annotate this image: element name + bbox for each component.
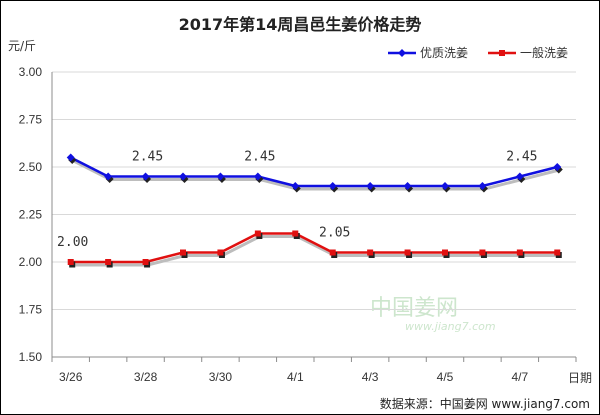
data-point xyxy=(253,172,262,181)
x-tick-label: 4/1 xyxy=(287,370,304,384)
x-tick-label: 3/30 xyxy=(209,370,233,384)
data-label: 2.45 xyxy=(244,150,275,165)
y-tick-label: 2.75 xyxy=(19,113,43,127)
chart-title: 2017年第14周昌邑生姜价格走势 xyxy=(179,15,422,34)
x-axis-label: 日期 xyxy=(568,371,592,385)
data-point xyxy=(366,182,375,190)
watermark-text: 中国姜网 xyxy=(370,296,458,321)
x-tick-label: 3/28 xyxy=(134,370,158,384)
data-point xyxy=(516,249,523,256)
data-label: 2.00 xyxy=(57,235,88,250)
data-point xyxy=(515,172,524,181)
grid-lines xyxy=(52,71,576,358)
series-line xyxy=(70,232,558,264)
y-tick-label: 2.00 xyxy=(19,255,43,269)
x-tick-label: 4/7 xyxy=(512,370,529,384)
x-tick-label: 4/5 xyxy=(437,370,454,384)
data-point xyxy=(479,249,486,256)
axes xyxy=(51,72,577,362)
data-point xyxy=(404,249,411,256)
legend: 优质洗姜 一般洗姜 xyxy=(388,45,568,60)
data-point xyxy=(442,249,448,256)
legend-marker xyxy=(499,50,505,56)
watermark: 中国姜网 www.jiang7.com xyxy=(370,296,496,333)
legend-label: 一般洗姜 xyxy=(520,45,568,60)
y-axis-unit: 元/斤 xyxy=(8,39,36,53)
y-tick-label: 2.50 xyxy=(19,160,43,174)
x-tick-labels: 3/26 3/28 3/30 4/1 4/3 4/5 4/7 xyxy=(59,370,528,384)
x-tick-label: 3/26 xyxy=(59,370,83,384)
data-point xyxy=(141,172,150,181)
data-point xyxy=(291,182,300,190)
series-line-shadow xyxy=(72,235,560,267)
y-tick-labels: 3.00 2.75 2.50 2.25 2.00 1.75 1.50 xyxy=(19,65,43,364)
data-label: 2.45 xyxy=(132,150,163,165)
y-tick-label: 3.00 xyxy=(19,65,43,79)
data-point xyxy=(367,249,374,256)
legend-label: 优质洗姜 xyxy=(420,46,468,60)
data-point xyxy=(104,172,113,181)
x-tick-label: 4/3 xyxy=(362,370,379,384)
data-point xyxy=(180,249,186,256)
series-line xyxy=(70,156,558,188)
data-point xyxy=(217,249,224,256)
data-point xyxy=(179,172,187,181)
data-point xyxy=(105,259,112,265)
data-point xyxy=(292,230,299,237)
data-point xyxy=(554,249,561,256)
data-source: 数据来源：中国姜网 www.jiang7.com xyxy=(380,396,590,411)
data-point xyxy=(478,182,487,190)
data-point xyxy=(553,163,562,171)
y-tick-label: 2.25 xyxy=(19,208,43,222)
series-line-shadow xyxy=(72,159,560,191)
data-label: 2.45 xyxy=(506,150,537,165)
data-label: 2.05 xyxy=(319,226,350,241)
legend-marker xyxy=(398,49,406,57)
data-point xyxy=(329,249,336,256)
data-point xyxy=(403,182,412,190)
data-labels: 2.45 2.45 2.45 2.00 2.05 xyxy=(57,150,537,251)
data-point xyxy=(66,153,75,162)
y-tick-label: 1.50 xyxy=(19,350,43,364)
data-point xyxy=(142,259,149,265)
data-point xyxy=(216,172,225,181)
watermark-url: www.jiang7.com xyxy=(405,320,496,333)
series-group xyxy=(66,153,563,268)
data-point xyxy=(254,230,261,237)
data-point xyxy=(328,182,337,190)
data-point xyxy=(441,182,449,190)
y-tick-label: 1.75 xyxy=(19,303,43,317)
data-point xyxy=(67,259,74,265)
